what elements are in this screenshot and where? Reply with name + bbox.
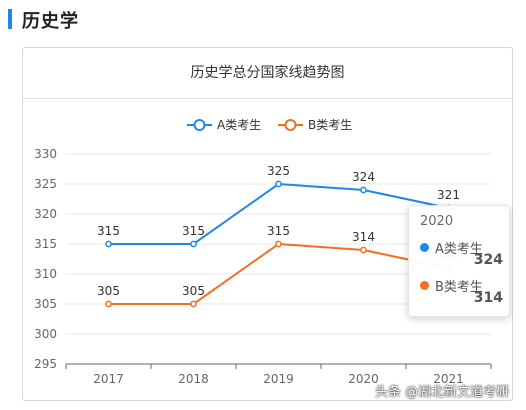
chart-tooltip: 2020 A类考生 324 B类考生 314 bbox=[408, 205, 510, 317]
tooltip-row-b: B类考生 314 bbox=[420, 277, 505, 311]
y-tick-label: 315 bbox=[34, 237, 57, 251]
section-header: 历史学 bbox=[0, 0, 526, 40]
x-tick-label: 2017 bbox=[93, 372, 124, 386]
x-tick-label: 2021 bbox=[433, 372, 464, 386]
data-point bbox=[360, 186, 367, 194]
legend-marker-icon bbox=[284, 119, 297, 131]
x-tick-label: 2019 bbox=[263, 372, 294, 386]
section-title: 历史学 bbox=[22, 11, 79, 32]
data-label: 324 bbox=[352, 170, 375, 184]
x-tick-label: 2020 bbox=[348, 372, 379, 386]
data-label: 315 bbox=[267, 224, 290, 238]
y-tick-label: 305 bbox=[34, 297, 57, 311]
data-label: 325 bbox=[267, 164, 290, 178]
data-label: 315 bbox=[97, 224, 120, 238]
data-point bbox=[275, 180, 282, 188]
tooltip-series-value: 314 bbox=[473, 290, 503, 306]
data-point bbox=[190, 240, 197, 248]
legend-label: B类考生 bbox=[308, 118, 352, 132]
tooltip-series-name: A类考生 bbox=[435, 242, 483, 257]
y-tick-label: 325 bbox=[34, 177, 57, 191]
y-tick-label: 320 bbox=[34, 207, 57, 221]
watermark: 头条 @湖北新文道考研 bbox=[375, 385, 510, 400]
data-label: 321 bbox=[437, 188, 460, 202]
data-point bbox=[105, 240, 112, 248]
data-label: 305 bbox=[182, 284, 205, 298]
tooltip-row-a: A类考生 324 bbox=[420, 239, 505, 273]
series-b-dot-icon bbox=[420, 281, 429, 290]
tooltip-year: 2020 bbox=[420, 214, 454, 229]
data-point bbox=[360, 246, 367, 254]
data-label: 314 bbox=[352, 230, 375, 244]
line-chart: 295 300 305 310 315 320 325 330 2017 2018 2019 2020… bbox=[34, 118, 492, 386]
legend-marker-icon bbox=[193, 119, 206, 131]
series-a-dot-icon bbox=[420, 243, 429, 252]
data-label: 315 bbox=[182, 224, 205, 238]
tooltip-series-name: B类考生 bbox=[435, 280, 483, 295]
legend-label: A类考生 bbox=[217, 118, 261, 132]
y-tick-label: 310 bbox=[34, 267, 57, 281]
y-tick-label: 330 bbox=[34, 147, 57, 161]
data-point bbox=[275, 240, 282, 248]
tooltip-series-value: 324 bbox=[473, 252, 503, 268]
x-tick-label: 2018 bbox=[178, 372, 209, 386]
data-point bbox=[105, 300, 112, 308]
data-label: 305 bbox=[97, 284, 120, 298]
y-tick-label: 295 bbox=[34, 357, 57, 371]
data-point bbox=[190, 300, 197, 308]
y-tick-label: 300 bbox=[34, 327, 57, 341]
section-accent-bar bbox=[8, 9, 12, 29]
chart-title: 历史学总分国家线趋势图 bbox=[23, 48, 512, 99]
